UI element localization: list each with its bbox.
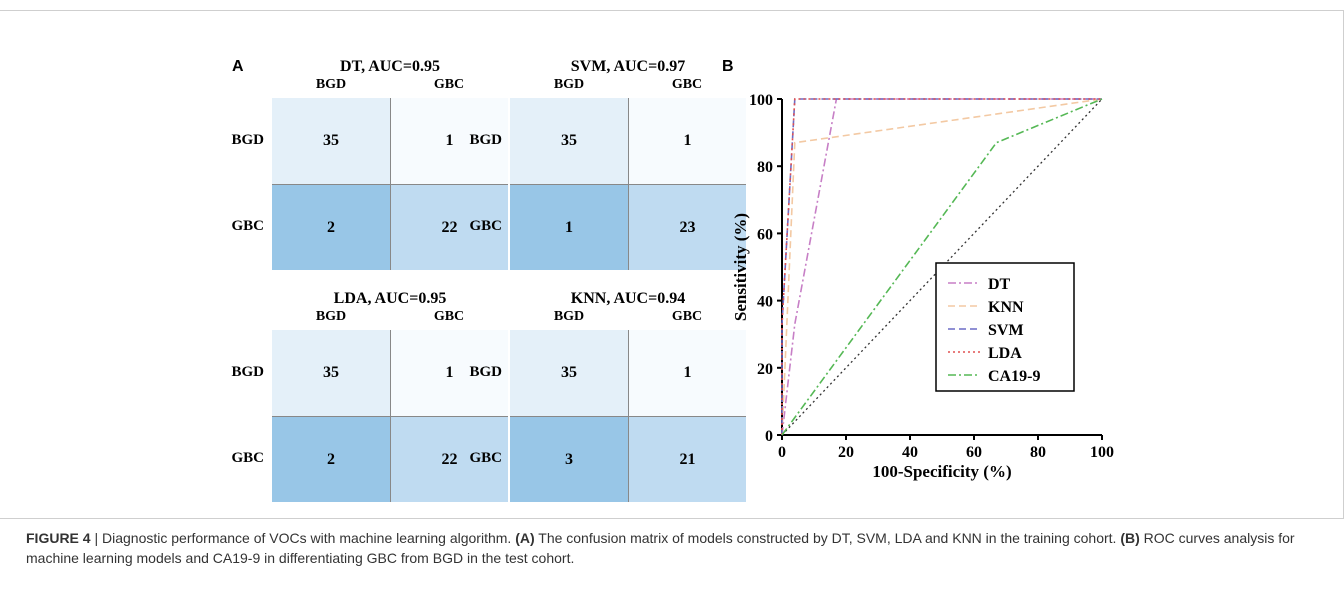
legend-label: CA19-9 [988,368,1040,385]
matrix-cell: 22 [390,416,508,502]
y-tick-label: 60 [757,226,773,243]
matrix-cell: 35 [272,98,390,184]
matrix-col-label: GBC [671,309,703,324]
legend-label: DT [988,276,1011,293]
x-tick-label: 60 [966,444,982,461]
x-tick-label: 0 [778,444,786,461]
matrix-cell: 1 [628,330,746,416]
figure-caption: FIGURE 4 | Diagnostic performance of VOC… [26,528,1326,568]
matrix-cell: 1 [510,184,628,270]
legend-label: SVM [988,322,1024,339]
matrix-col-label: GBC [433,309,465,324]
matrix-cell: 35 [510,98,628,184]
matrix-grid: 35 1 2 22 [272,330,508,502]
matrix-col-label: BGD [315,309,347,324]
legend-label: KNN [988,299,1024,316]
matrix-cell: 21 [628,416,746,502]
roc-line-lda [781,98,1102,435]
matrix-cell: 35 [510,330,628,416]
caption-b-text: ROC curves analysis for machine learning… [26,530,1295,566]
matrix-cell: 22 [390,184,508,270]
matrix-row-label: GBC [469,218,502,234]
x-tick-label: 80 [1030,444,1046,461]
matrix-grid: 35 1 1 23 [510,98,746,270]
matrix-grid: 35 1 3 21 [510,330,746,502]
matrix-row-label: GBC [231,218,264,234]
matrix-col-label: BGD [315,77,347,92]
matrix-cell: 23 [628,184,746,270]
matrix-row-label: GBC [231,450,264,466]
matrix-grid: 35 1 2 22 [272,98,508,270]
matrix-title: SVM, AUC=0.97 [570,58,686,75]
matrix-cell: 1 [390,98,508,184]
matrix-row-label: BGD [231,364,264,380]
matrix-col-label: GBC [671,77,703,92]
x-tick-label: 40 [902,444,918,461]
caption-figure-label: FIGURE 4 [26,530,91,546]
caption-a-text: The confusion matrix of models construct… [534,530,1121,546]
matrix-cell: 2 [272,184,390,270]
matrix-cell: 1 [628,98,746,184]
matrix-cell: 35 [272,330,390,416]
matrix-row-label: GBC [469,450,502,466]
roc-chart: 0 20 40 60 80 100 0 20 40 60 80 100 100-Specificity … [731,92,1114,481]
y-tick-label: 0 [765,428,773,445]
legend-label: LDA [988,345,1022,362]
matrix-row-label: BGD [231,132,264,148]
roc-line-dt [781,98,1102,436]
legend-box [935,262,1075,392]
x-tick-label: 20 [838,444,854,461]
x-tick-label: 100 [1090,444,1114,461]
roc-line-ca19-9 [781,98,1103,436]
matrix-col-label: BGD [553,77,585,92]
y-tick-label: 40 [757,294,773,311]
matrix-title: LDA, AUC=0.95 [333,290,447,307]
matrix-title: DT, AUC=0.95 [340,58,440,75]
matrix-cell: 2 [272,416,390,502]
matrix-row-label: BGD [469,364,502,380]
y-tick-label: 80 [757,159,773,176]
caption-intro: Diagnostic performance of VOCs with mach… [102,530,516,546]
matrix-col-label: GBC [433,77,465,92]
caption-b-label: (B) [1120,530,1140,546]
matrix-col-label: BGD [553,309,585,324]
matrix-title: KNN, AUC=0.94 [570,290,686,307]
x-axis-label: 100-Specificity (%) [872,462,1011,481]
caption-separator: | [90,530,102,546]
panel-label-a: A [232,58,244,75]
y-axis-label: Sensitivity (%) [731,213,750,321]
caption-a-label: (A) [515,530,535,546]
roc-line-knn [781,98,1103,436]
matrix-cell: 1 [390,330,508,416]
y-tick-label: 20 [757,361,773,378]
matrix-row-label: BGD [469,132,502,148]
y-tick-label: 100 [749,92,773,109]
matrix-cell: 3 [510,416,628,502]
panel-label-b: B [722,58,734,75]
